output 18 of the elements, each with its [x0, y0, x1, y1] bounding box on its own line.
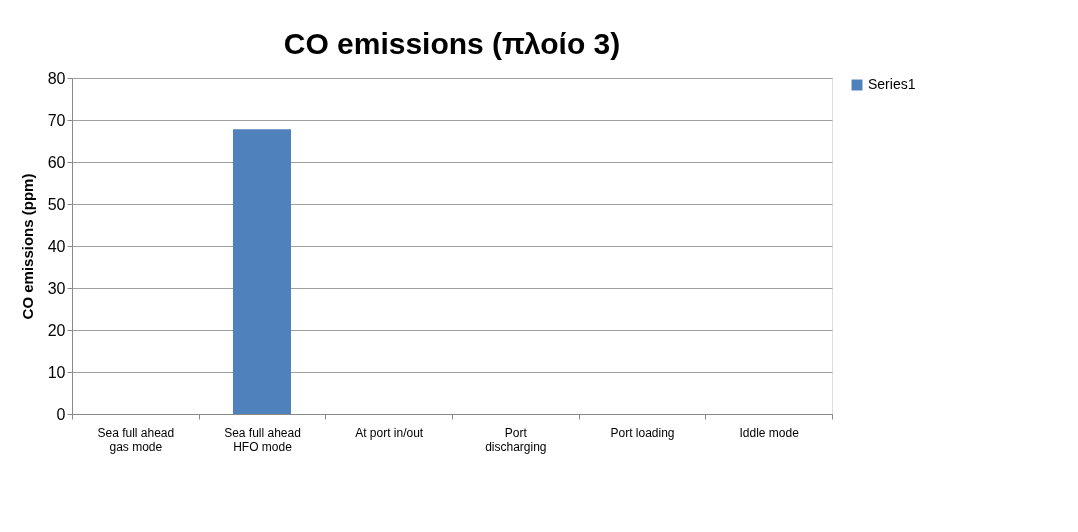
x-tick-label: Sea full ahead HFO mode: [224, 425, 301, 454]
y-tick-label: 40: [47, 237, 66, 255]
x-tick-label: Port discharging: [485, 425, 547, 454]
y-axis-title: CO emissions (ppm): [18, 173, 36, 320]
y-tick-label: 20: [47, 321, 66, 339]
y-tick-label: 80: [47, 69, 66, 87]
legend-label: Series1: [868, 76, 916, 92]
y-tick-label: 0: [56, 405, 66, 423]
y-tick-label: 70: [47, 111, 66, 129]
y-tick-label: 10: [47, 363, 66, 381]
x-tick-label: Iddle mode: [739, 425, 800, 440]
x-tick-label: Port loading: [610, 425, 675, 440]
x-tick-label: Sea full ahead gas mode: [97, 425, 175, 454]
chart-title: CO emissions (πλοίο 3): [283, 27, 621, 60]
x-tick-label: At port in/out: [355, 425, 424, 440]
y-tick-label: 30: [47, 279, 66, 297]
y-tick-label: 60: [47, 153, 66, 171]
y-tick-label: 50: [47, 195, 66, 213]
